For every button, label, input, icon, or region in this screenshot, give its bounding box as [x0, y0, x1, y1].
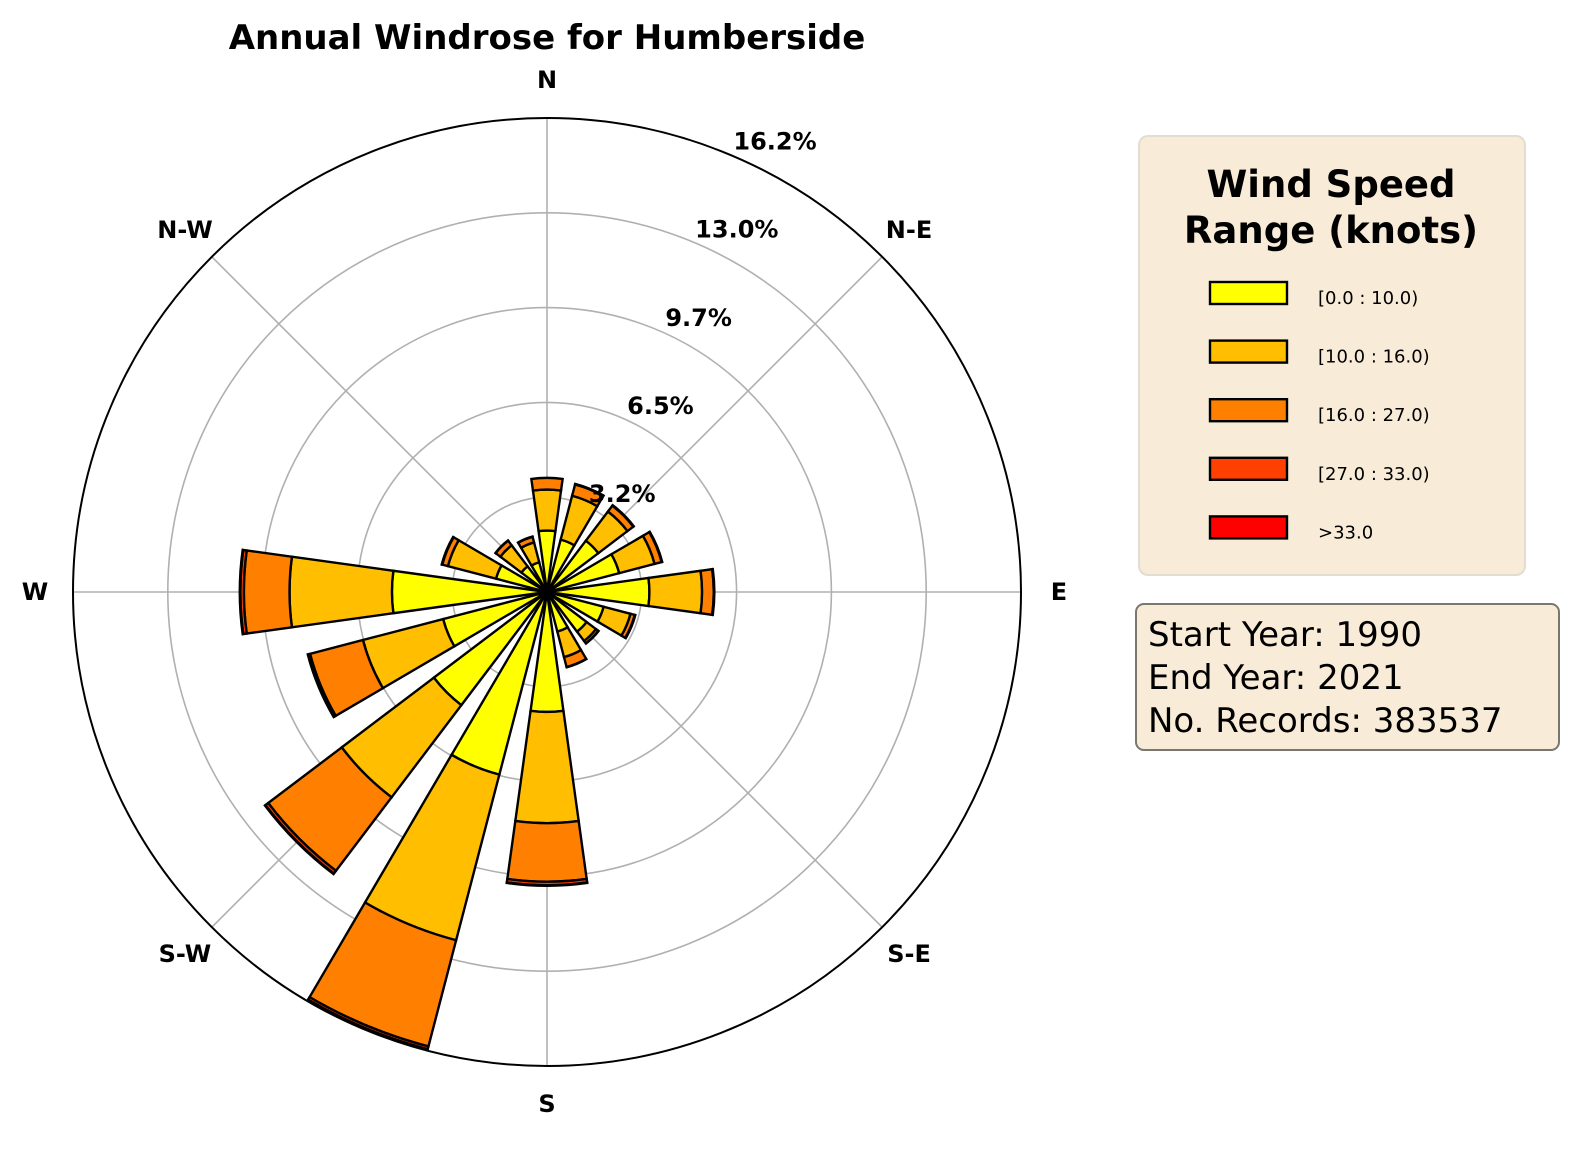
legend: Wind Speed Range (knots) [0.0 : 10.0) [10…: [1138, 135, 1526, 576]
chart-title: Annual Windrose for Humberside: [229, 18, 866, 58]
bar-NNW-bin-3: [516, 535, 535, 545]
bar-W-bin-4: [238, 548, 245, 636]
legend-swatch: [1208, 398, 1289, 423]
bars: [238, 476, 716, 1051]
bar-S-bin-4: [505, 881, 589, 887]
record-count: No. Records: 383537: [1148, 701, 1503, 741]
bar-SSE-bin-3: [565, 657, 588, 669]
bar-N-bin-2: [530, 476, 564, 492]
bar-NW-bin-3: [493, 538, 510, 555]
grid-spoke: [211, 256, 548, 593]
radial-tick-labels: 3.2% 6.5% 9.7% 13.0% 16.2%: [589, 128, 817, 509]
legend-swatch: [1208, 515, 1289, 540]
direction-label: S: [538, 1090, 555, 1118]
radial-tick-label: 6.5%: [627, 392, 694, 420]
direction-label: E: [1051, 578, 1067, 606]
legend-label: [10.0 : 16.0): [1318, 347, 1430, 368]
legend-label: [0.0 : 10.0): [1318, 288, 1418, 309]
bar-ENE-bin-3: [647, 530, 664, 564]
legend-label: [16.0 : 27.0): [1318, 405, 1430, 426]
bar-WNW-bin-3: [440, 535, 456, 567]
legend-swatch: [1208, 456, 1289, 481]
direction-label: N-W: [157, 216, 212, 244]
direction-label: N-E: [886, 216, 932, 244]
end-year: End Year: 2021: [1148, 658, 1404, 698]
direction-labels: N N-E E S-E S S-W W N-W: [22, 66, 1067, 1118]
legend-title-line-1: Wind Speed: [1206, 163, 1455, 206]
radial-tick-label: 13.0%: [695, 216, 778, 244]
bar-SW-bin-4: [263, 803, 336, 876]
bar-ESE-bin-3: [623, 613, 637, 640]
direction-label: W: [22, 578, 48, 606]
start-year: Start Year: 1990: [1148, 615, 1422, 655]
direction-label: S-E: [887, 940, 931, 968]
direction-label: N: [537, 66, 557, 94]
radial-tick-label: 3.2%: [589, 480, 656, 508]
bar-SE-bin-3: [584, 629, 601, 646]
legend-swatch: [1208, 339, 1289, 364]
bar-E-bin-1: [647, 569, 704, 615]
outer-circle: [72, 117, 1022, 1067]
radial-tick-label: 16.2%: [733, 128, 816, 156]
bar-N-bin-1: [531, 488, 563, 533]
bar-S-bin-2: [505, 819, 589, 883]
bar-W-bin-1: [288, 555, 395, 629]
legend-label: >33.0: [1318, 522, 1373, 543]
bar-WSW-bin-4: [306, 652, 336, 719]
legend-title-line-2: Range (knots): [1184, 209, 1478, 252]
info-box-frame: [1135, 603, 1560, 751]
bar-S-bin-1: [513, 709, 581, 825]
bar-SSW-bin-4: [306, 998, 430, 1051]
direction-label: S-W: [159, 940, 212, 968]
polar-frame: [72, 117, 1022, 1067]
legend-label: [27.0 : 33.0): [1318, 464, 1430, 485]
bar-E-bin-2: [699, 567, 715, 617]
grid-spoke: [546, 591, 883, 928]
bar-W-bin-2: [242, 549, 294, 635]
bar-NE-bin-3: [610, 503, 636, 529]
bar-NNE-bin-3: [573, 482, 606, 498]
radial-tick-label: 9.7%: [665, 304, 732, 332]
info-box: Start Year: 1990 End Year: 2021 No. Reco…: [1135, 603, 1560, 751]
bar-E-bin-3: [710, 567, 716, 617]
legend-swatch: [1208, 280, 1289, 306]
